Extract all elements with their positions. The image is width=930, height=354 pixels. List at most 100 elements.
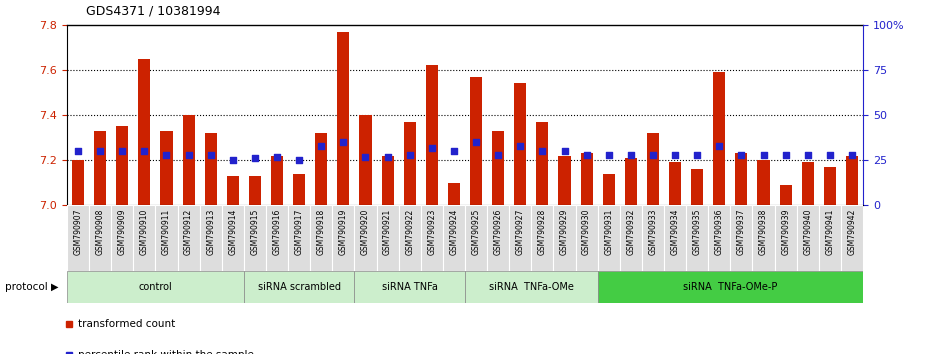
Bar [625,158,637,205]
Bar [691,169,703,205]
Bar [377,205,399,271]
Bar [465,271,598,303]
Text: GSM790926: GSM790926 [494,209,503,255]
Text: GSM790910: GSM790910 [140,209,149,255]
Bar [404,122,416,205]
Bar [797,205,818,271]
Point [336,139,351,145]
Text: percentile rank within the sample: percentile rank within the sample [78,350,254,354]
Text: GSM790913: GSM790913 [206,209,215,255]
Point [711,143,726,149]
Point [181,152,196,158]
Bar [155,205,178,271]
Point [204,152,219,158]
Bar [178,205,200,271]
Text: GSM790922: GSM790922 [405,209,414,255]
Point [403,152,418,158]
Bar [487,205,510,271]
Point [93,148,108,154]
Bar [112,205,133,271]
Bar [311,205,332,271]
Bar [244,271,354,303]
Text: GSM790941: GSM790941 [825,209,834,255]
Bar [841,205,863,271]
Point [380,154,395,159]
Text: control: control [139,282,172,292]
Bar [72,160,84,205]
Point [358,154,373,159]
Point [623,152,638,158]
Bar [580,153,592,205]
Bar [576,205,598,271]
Text: GSM790915: GSM790915 [250,209,259,255]
Bar [647,133,659,205]
Text: siRNA  TNFa-OMe-P: siRNA TNFa-OMe-P [684,282,777,292]
Point [424,145,439,150]
Text: GSM790929: GSM790929 [560,209,569,255]
Bar [426,65,438,205]
Bar [709,205,730,271]
Bar [244,205,266,271]
Text: GSM790938: GSM790938 [759,209,768,255]
Point [114,148,129,154]
Text: siRNA scrambled: siRNA scrambled [258,282,340,292]
Bar [642,205,664,271]
Text: GSM790936: GSM790936 [715,209,724,255]
Point [734,152,749,158]
Bar [443,205,465,271]
Point [137,148,152,154]
Text: GSM790931: GSM790931 [604,209,613,255]
Bar [354,271,465,303]
Bar [598,271,863,303]
Bar [846,156,858,205]
Bar [315,133,327,205]
Bar [757,160,770,205]
Point [579,152,594,158]
Point [645,152,660,158]
Point [668,152,683,158]
Point [535,148,550,154]
Bar [603,174,615,205]
Text: GSM790914: GSM790914 [228,209,237,255]
Text: protocol: protocol [5,282,47,292]
Text: GSM790909: GSM790909 [118,209,126,255]
Point [469,139,484,145]
Bar [359,115,372,205]
Point [71,148,86,154]
Text: GSM790940: GSM790940 [804,209,812,255]
Text: GSM790934: GSM790934 [671,209,680,255]
Text: GSM790907: GSM790907 [73,209,83,255]
Bar [94,131,106,205]
Point [844,152,859,158]
Text: GSM790935: GSM790935 [693,209,702,255]
Text: transformed count: transformed count [78,319,176,329]
Bar [531,205,553,271]
Bar [752,205,775,271]
Text: GSM790916: GSM790916 [272,209,282,255]
Bar [448,183,460,205]
Text: GSM790920: GSM790920 [361,209,370,255]
Bar [67,205,89,271]
Bar [669,162,681,205]
Text: GSM790928: GSM790928 [538,209,547,255]
Bar [221,205,244,271]
Bar [266,205,288,271]
Point [512,143,527,149]
Point [313,143,328,149]
Bar [713,72,725,205]
Text: siRNA  TNFa-OMe: siRNA TNFa-OMe [489,282,574,292]
Point [225,157,240,163]
Text: GSM790917: GSM790917 [295,209,304,255]
Bar [736,153,748,205]
Text: GSM790919: GSM790919 [339,209,348,255]
Bar [598,205,619,271]
Text: GSM790911: GSM790911 [162,209,171,255]
Bar [293,174,305,205]
Bar [200,205,221,271]
Point [159,152,174,158]
Bar [271,156,283,205]
Bar [116,126,128,205]
Bar [558,156,571,205]
Bar [537,122,549,205]
Text: GSM790923: GSM790923 [427,209,436,255]
